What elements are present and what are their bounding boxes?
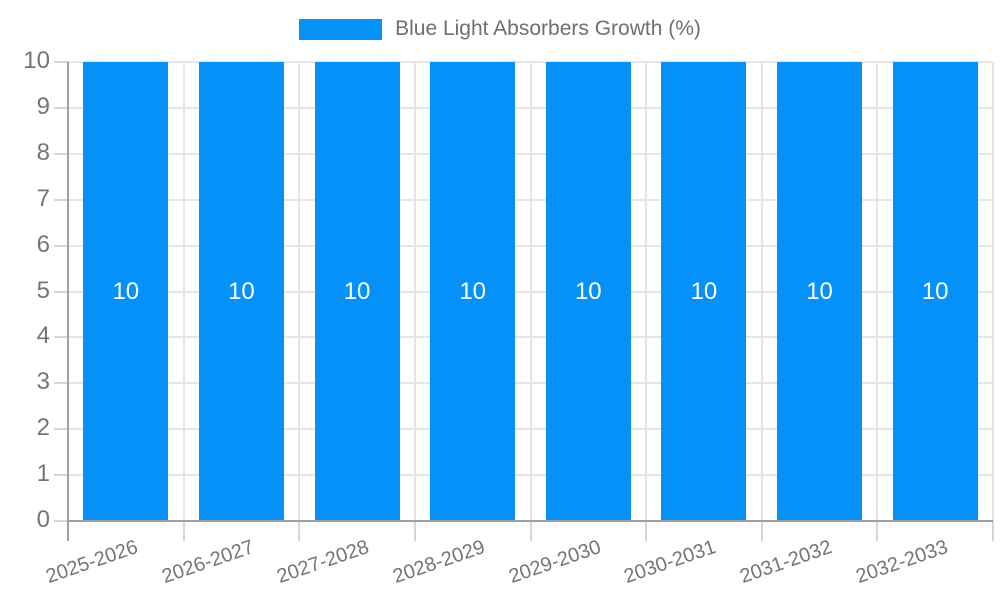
x-axis-category-label: 2026-2027 — [158, 536, 257, 588]
y-axis-tick — [54, 428, 68, 431]
legend-label: Blue Light Absorbers Growth (%) — [395, 17, 701, 40]
x-axis-tick — [645, 521, 648, 541]
bar-2029-2030[interactable]: 10 — [545, 62, 631, 521]
y-axis-tick-label: 10 — [23, 46, 50, 74]
legend-swatch-icon — [299, 18, 383, 40]
y-axis-tick — [54, 336, 68, 339]
plot-area: 0 1 2 3 4 5 6 7 8 9 10 10 2025-2026 10 2026-2027 10 2027… — [23, 47, 994, 588]
y-axis-tick-label: 0 — [36, 505, 50, 533]
gridline-vertical — [992, 62, 994, 521]
x-axis-category-label: 2031-2032 — [737, 536, 835, 588]
x-axis-category-label: 2027-2028 — [274, 536, 373, 588]
bar-value-label: 10 — [343, 277, 371, 305]
bar-value-label: 10 — [574, 277, 602, 305]
gridline-vertical — [413, 62, 416, 521]
y-axis-tick — [54, 520, 68, 522]
y-axis-tick-label: 5 — [36, 276, 50, 304]
gridline-vertical — [760, 62, 763, 521]
x-axis-tick — [992, 521, 994, 541]
gridline-vertical — [298, 62, 301, 521]
x-axis-category-label: 2032-2033 — [852, 536, 951, 588]
y-axis-tick-label: 6 — [36, 230, 50, 258]
y-axis-tick-label: 3 — [36, 368, 50, 396]
y-axis-line — [67, 62, 69, 541]
y-axis-tick-label: 2 — [36, 414, 50, 442]
x-axis-tick — [298, 521, 301, 541]
bar-2026-2027[interactable]: 10 — [198, 62, 284, 521]
y-axis-tick — [54, 106, 68, 109]
gridline-vertical — [645, 62, 648, 521]
x-axis-category-label: 2025-2026 — [43, 536, 141, 588]
y-axis-tick-label: 1 — [36, 459, 50, 487]
y-axis-tick — [54, 152, 68, 155]
y-axis-tick-label: 7 — [36, 184, 50, 212]
bar-2027-2028[interactable]: 10 — [314, 62, 400, 521]
bar-value-label: 10 — [921, 277, 949, 305]
y-axis-tick — [54, 244, 68, 247]
x-axis-tick — [760, 521, 763, 541]
x-axis-tick — [876, 521, 879, 541]
bar-2032-2033[interactable]: 10 — [892, 62, 978, 521]
chart-legend[interactable]: Blue Light Absorbers Growth (%) — [0, 17, 1000, 41]
bar-value-label: 10 — [112, 277, 140, 305]
bar-value-label: 10 — [228, 277, 255, 305]
gridline-vertical — [182, 62, 185, 521]
gridline-vertical — [876, 62, 879, 521]
y-axis-tick — [54, 290, 68, 293]
x-axis-tick — [529, 521, 532, 541]
bar-2025-2026[interactable]: 10 — [83, 62, 169, 521]
bar-2030-2031[interactable]: 10 — [661, 62, 747, 521]
y-axis-tick-label: 8 — [36, 138, 50, 166]
y-axis-tick-label: 9 — [36, 92, 50, 120]
bar-value-label: 10 — [690, 277, 718, 305]
bar-2031-2032[interactable]: 10 — [777, 62, 863, 521]
x-axis-tick — [182, 521, 185, 541]
y-axis-tick — [54, 198, 68, 201]
bar-2028-2029[interactable]: 10 — [430, 62, 516, 521]
y-axis-tick — [54, 474, 68, 477]
x-axis-category-label: 2028-2029 — [390, 536, 488, 588]
bar-value-label: 10 — [459, 277, 487, 305]
x-axis-line — [68, 520, 993, 522]
y-axis-tick-label: 4 — [36, 322, 50, 350]
bar-value-label: 10 — [806, 277, 833, 305]
x-axis-category-label: 2030-2031 — [621, 536, 720, 588]
y-axis-tick — [54, 61, 68, 63]
y-axis-tick — [54, 382, 68, 385]
gridline-vertical — [529, 62, 532, 521]
x-axis-category-label: 2029-2030 — [505, 536, 604, 588]
x-axis-tick — [413, 521, 416, 541]
